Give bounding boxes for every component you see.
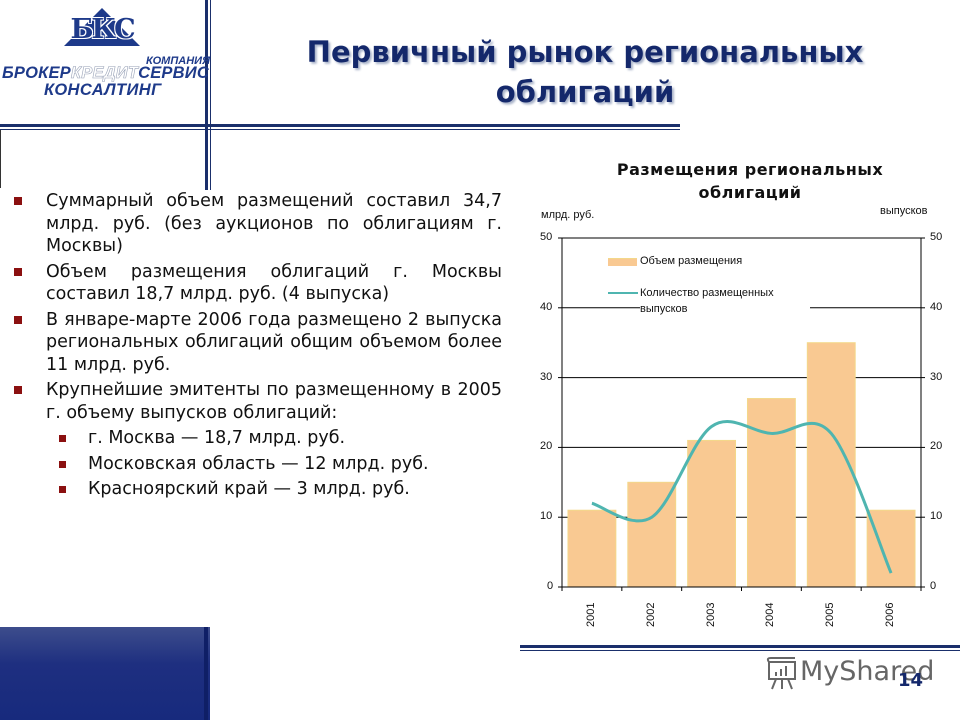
slide-title-line2: облигаций (495, 75, 675, 109)
bullet-square-icon (59, 460, 66, 468)
y2-tick-label: 50 (930, 231, 943, 243)
x-tick-label: 2004 (764, 602, 777, 627)
bullet-square-icon (59, 435, 66, 442)
bullet-item: В январе-марте 2006 года размещено 2 вып… (12, 309, 502, 377)
y2-tick-label: 30 (930, 370, 943, 383)
watermark-text: MyShared (800, 656, 935, 687)
y-tick-label: 30 (540, 370, 553, 383)
legend-label-volume: Объем размещения (640, 253, 743, 269)
bullet-text: В январе-марте 2006 года размещено 2 вып… (46, 309, 502, 375)
bar (866, 509, 916, 588)
logo-broker: БРОКЕР (2, 64, 71, 82)
logo-monogram: БКС (70, 14, 135, 45)
y-tick-label: 20 (540, 440, 553, 453)
bar (687, 439, 737, 588)
frame-horizontal-line-thin (0, 129, 680, 130)
bullet-square-icon (14, 386, 22, 394)
sub-bullet-text: Московская область — 12 млрд. руб. (88, 453, 429, 474)
legend-label-count: Количество размещенных выпусков (640, 285, 810, 317)
bullet-square-icon (14, 197, 22, 205)
y-tick-label: 0 (547, 580, 554, 592)
series-line (591, 420, 893, 574)
y2-tick-label: 20 (930, 440, 943, 453)
presentation-board-icon (766, 657, 796, 690)
page-number: 14 (898, 670, 924, 691)
y-tick-label: 50 (540, 231, 553, 243)
bar (567, 509, 617, 588)
logo-company-label: КОМПАНИЯ (146, 55, 211, 67)
logo-name-line1: БРОКЕРКРЕДИТСЕРВИС (2, 64, 209, 83)
slide-title: Первичный рынок региональных облигаций (240, 32, 930, 112)
x-tick-label: 2006 (884, 602, 897, 627)
bullet-list: Суммарный объем размещений составил 34,7… (12, 190, 502, 504)
bullet-square-icon (14, 267, 22, 276)
legend-bar-swatch (608, 258, 637, 266)
chart-title-line1: Размещения региональных (616, 160, 884, 179)
y2-tick-label: 0 (930, 580, 937, 592)
logo-name-line2: КОНСАЛТИНГ (44, 81, 162, 99)
slide-title-line1: Первичный рынок региональных (306, 35, 864, 69)
y-axis-label: млрд. руб. (541, 209, 595, 221)
bullet-item: Крупнейшие эмитенты по размещенному в 20… (12, 379, 502, 424)
y2-tick-label: 10 (930, 510, 943, 523)
y-tick-label: 10 (540, 510, 553, 523)
sub-bullet-text: Красноярский край — 3 млрд. руб. (88, 479, 410, 499)
bar (746, 398, 796, 588)
y2-axis-label: выпусков (880, 205, 928, 217)
decorative-blue-panel-edge (204, 627, 208, 720)
sub-bullet-item: г. Москва — 18,7 млрд. руб. (12, 427, 502, 450)
x-tick-label: 2002 (644, 602, 657, 627)
bullet-text: Объем размещения облигаций г. Москвы сос… (46, 261, 502, 305)
frame-vertical-line-thin (210, 0, 211, 190)
x-tick-label: 2001 (584, 602, 597, 627)
chart-title-line2: облигаций (698, 183, 802, 202)
frame-left-edge (0, 130, 1, 188)
bullet-square-icon (14, 315, 22, 324)
y-tick-label: 40 (540, 300, 553, 313)
x-tick-label: 2005 (824, 602, 837, 627)
bar (806, 342, 856, 588)
bullet-item: Объем размещения облигаций г. Москвы сос… (12, 261, 502, 306)
x-tick-label: 2003 (704, 602, 717, 627)
bullet-text: Крупнейшие эмитенты по размещенному в 20… (46, 380, 502, 423)
chart-bottom-line-thin (520, 650, 960, 651)
y2-tick-label: 40 (930, 300, 943, 313)
bullet-text: Суммарный объем размещений составил 34,7… (46, 191, 502, 256)
frame-vertical-line (205, 0, 208, 190)
logo-triangle-icon (64, 8, 140, 46)
sub-bullet-text: г. Москва — 18,7 млрд. руб. (88, 428, 346, 448)
sub-bullet-item: Красноярский край — 3 млрд. руб. (12, 478, 502, 501)
logo-servis: СЕРВИС (138, 64, 209, 82)
sub-bullet-item: Московская область — 12 млрд. руб. (12, 453, 502, 476)
logo-kredit: КРЕДИТ (70, 64, 139, 83)
legend-line-swatch (608, 292, 638, 294)
decorative-blue-panel (0, 627, 210, 720)
bullet-square-icon (59, 486, 66, 493)
frame-horizontal-line (0, 124, 680, 127)
chart-bottom-line (520, 645, 960, 648)
chart-title: Размещения региональных облигаций (560, 158, 940, 204)
bullet-item: Суммарный объем размещений составил 34,7… (12, 190, 502, 258)
